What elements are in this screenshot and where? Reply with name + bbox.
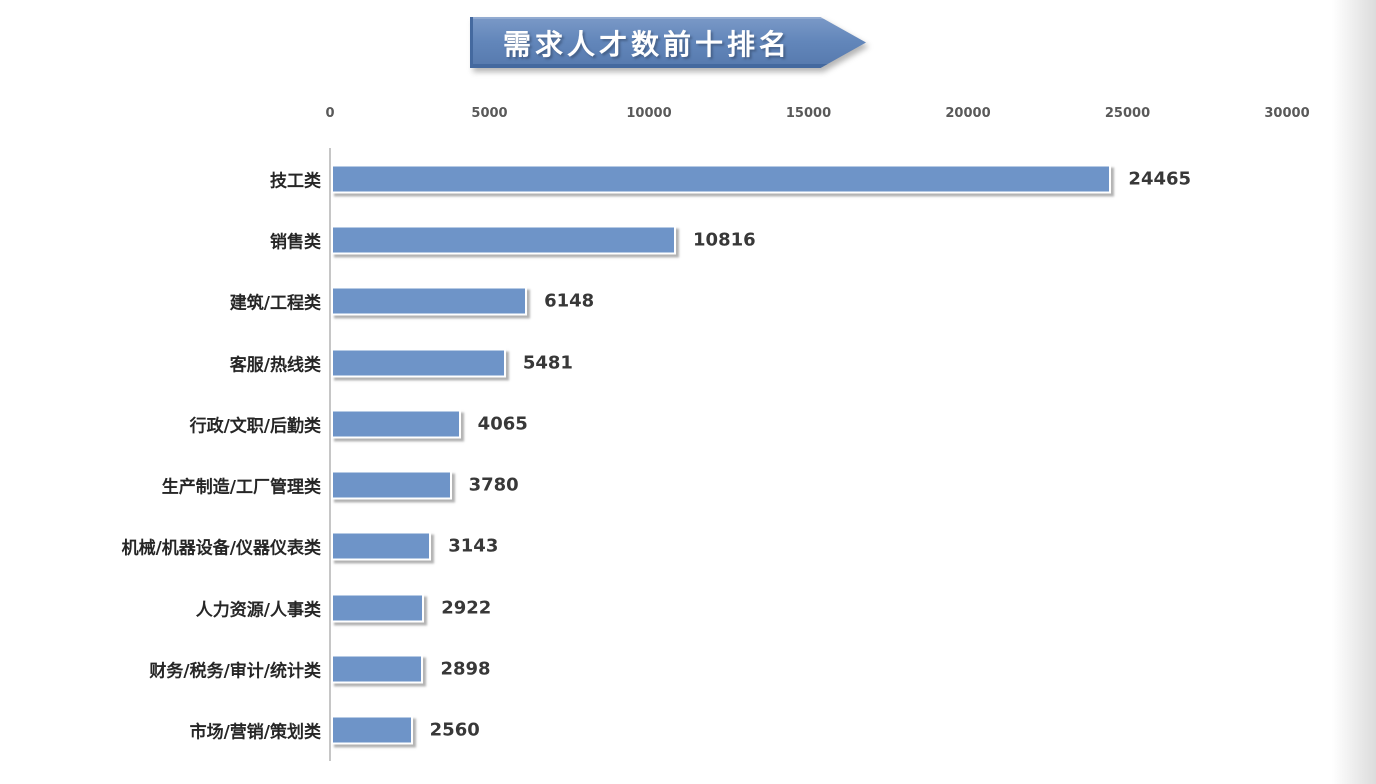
category-label: 客服/热线类 xyxy=(229,355,321,376)
bar xyxy=(331,715,413,745)
value-label: 5481 xyxy=(522,352,573,374)
bar xyxy=(331,409,461,439)
x-axis-tick-label: 30000 xyxy=(1264,106,1310,121)
bar xyxy=(331,531,432,561)
y-axis-line xyxy=(329,148,331,761)
page-edge-shade xyxy=(1332,0,1376,784)
category-label: 建筑/工程类 xyxy=(229,293,321,314)
value-label: 3143 xyxy=(448,535,499,557)
value-label: 3780 xyxy=(468,474,519,496)
category-label: 技工类 xyxy=(270,171,321,192)
bar xyxy=(331,286,528,316)
value-label: 6148 xyxy=(544,290,595,312)
category-label: 机械/机器设备/仪器仪表类 xyxy=(121,538,321,559)
x-axis-tick-label: 25000 xyxy=(1104,106,1151,121)
chart-title-banner: 需求人才数前十排名 xyxy=(470,17,866,68)
x-axis-tick-label: 5000 xyxy=(471,106,508,121)
category-label: 财务/税务/审计/统计类 xyxy=(149,661,321,682)
value-label: 4065 xyxy=(477,413,528,435)
category-label: 市场/营销/策划类 xyxy=(189,722,321,743)
x-axis-tick-label: 20000 xyxy=(945,106,991,121)
value-label: 10816 xyxy=(693,229,756,251)
banner-arrow-shape: 需求人才数前十排名 xyxy=(470,17,866,68)
x-axis-tick-label: 10000 xyxy=(626,106,672,121)
value-label: 2898 xyxy=(440,658,491,680)
bar xyxy=(331,164,1112,194)
value-label: 2922 xyxy=(441,597,492,619)
bar xyxy=(331,654,424,684)
x-axis-tick-label: 0 xyxy=(325,106,335,121)
category-label: 销售类 xyxy=(270,232,321,253)
category-label: 生产制造/工厂管理类 xyxy=(161,477,321,498)
value-label: 2560 xyxy=(429,719,480,741)
x-axis-tick-label: 15000 xyxy=(785,106,832,121)
bar xyxy=(331,348,506,378)
bar xyxy=(331,470,452,500)
category-label: 人力资源/人事类 xyxy=(195,600,321,621)
bar xyxy=(331,593,425,623)
category-label: 行政/文职/后勤类 xyxy=(189,416,321,437)
chart-title: 需求人才数前十排名 xyxy=(502,27,791,61)
value-label: 24465 xyxy=(1128,168,1192,190)
bar xyxy=(331,225,677,255)
